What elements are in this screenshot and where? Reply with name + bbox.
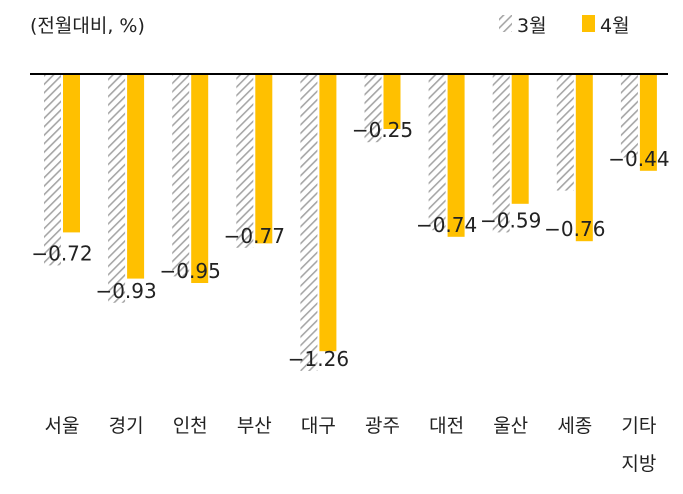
bar-april [319,74,337,352]
bar-april [383,74,401,129]
category-label: 경기 [109,415,144,437]
bar-march [620,74,638,158]
bar-march [44,74,61,266]
category-label: 울산 [493,415,528,437]
bar-march [556,74,574,191]
bar-april [511,74,529,204]
category-label: 대구 [301,415,336,437]
data-label-april: −0.95 [160,259,221,283]
bar-april [255,74,273,244]
category-label: 세종 [557,415,592,437]
bar-march [428,74,446,231]
data-label-april: −0.25 [352,118,413,142]
data-label-april: −0.76 [544,217,605,241]
data-label-april: −0.74 [416,213,477,237]
legend-label-april: 4월 [600,15,630,37]
data-label-april: −0.93 [95,279,156,303]
data-label-april: −0.59 [480,208,541,232]
category-label: 지방 [621,453,656,475]
data-label-april: −0.44 [608,147,669,171]
category-label: 인천 [173,415,208,437]
bars-group [44,74,657,371]
bar-april [191,74,209,283]
legend-swatch-april [582,15,595,32]
bar-april [127,74,145,279]
bar-april [63,74,80,233]
data-label-april: −0.72 [31,241,92,265]
category-label: 서울 [45,415,80,437]
bar-march [108,74,126,303]
bar-april [639,74,657,171]
bar-march [236,74,254,248]
data-label-april: −1.26 [288,347,349,371]
category-label: 광주 [365,415,400,437]
category-label: 대전 [429,415,464,437]
legend-label-march: 3월 [517,15,547,37]
bar-april [447,74,465,237]
category-label: 기타 [621,415,656,437]
legend-swatch-march [499,15,512,32]
bar-march [364,74,382,143]
unit-label: (전월대비, %) [30,15,145,37]
data-label-april: −0.77 [224,224,285,248]
bar-april [575,74,593,242]
data-labels-group: −0.72−0.93−0.95−0.77 −1.26 −0.25 −0.74 −0.59… [31,118,669,371]
bar-march [492,74,510,233]
bar-march [300,74,318,371]
legend: 3월 4월 [499,15,630,37]
category-label: 부산 [237,415,272,437]
bar-march [172,74,190,277]
